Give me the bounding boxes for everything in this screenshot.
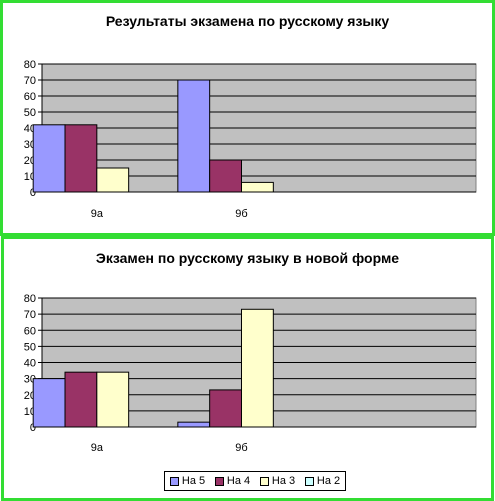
y-tick-label: 60 <box>24 325 36 337</box>
legend-label: На 5 <box>181 475 206 487</box>
legend-item: На 4 <box>214 475 251 487</box>
legend-swatch <box>169 476 179 486</box>
legend-label: На 3 <box>271 475 296 487</box>
x-tick-label: 9а <box>91 442 104 454</box>
x-tick-label: 9б <box>235 208 247 220</box>
legend-item: На 2 <box>304 475 341 487</box>
bar <box>177 421 211 428</box>
legend-label: На 2 <box>316 475 341 487</box>
legend-item: На 5 <box>169 475 206 487</box>
y-tick-label: 50 <box>24 107 36 119</box>
legend-swatch <box>259 476 269 486</box>
legend: На 5 На 4 На 3 На 2 <box>164 471 346 491</box>
bar <box>240 308 274 428</box>
y-tick-label: 70 <box>24 75 36 87</box>
y-tick-label: 60 <box>24 91 36 103</box>
bar <box>64 124 98 193</box>
bar <box>64 371 98 428</box>
y-tick-label: 0 <box>30 187 36 199</box>
y-tick-label: 70 <box>24 309 36 321</box>
y-tick-label: 80 <box>24 59 36 71</box>
bar <box>209 159 242 193</box>
bar <box>32 124 66 193</box>
legend-item: На 3 <box>259 475 296 487</box>
bar <box>32 378 66 428</box>
legend-swatch <box>304 476 314 486</box>
legend-swatch <box>214 476 224 486</box>
bar <box>209 389 242 428</box>
x-tick-label: 9б <box>235 442 247 454</box>
bar <box>96 371 130 428</box>
chart-title: Результаты экзамена по русскому языку <box>105 13 390 29</box>
x-tick-label: 9а <box>91 208 104 220</box>
bar <box>240 181 274 193</box>
chart-title: Экзамен по русскому языку в новой форме <box>95 250 400 266</box>
y-tick-label: 40 <box>24 358 36 370</box>
legend-label: На 4 <box>226 475 251 487</box>
y-tick-label: 80 <box>24 293 36 305</box>
bar <box>177 79 211 193</box>
bar <box>96 167 130 193</box>
y-tick-label: 50 <box>24 341 36 353</box>
y-tick-label: 0 <box>30 422 36 434</box>
